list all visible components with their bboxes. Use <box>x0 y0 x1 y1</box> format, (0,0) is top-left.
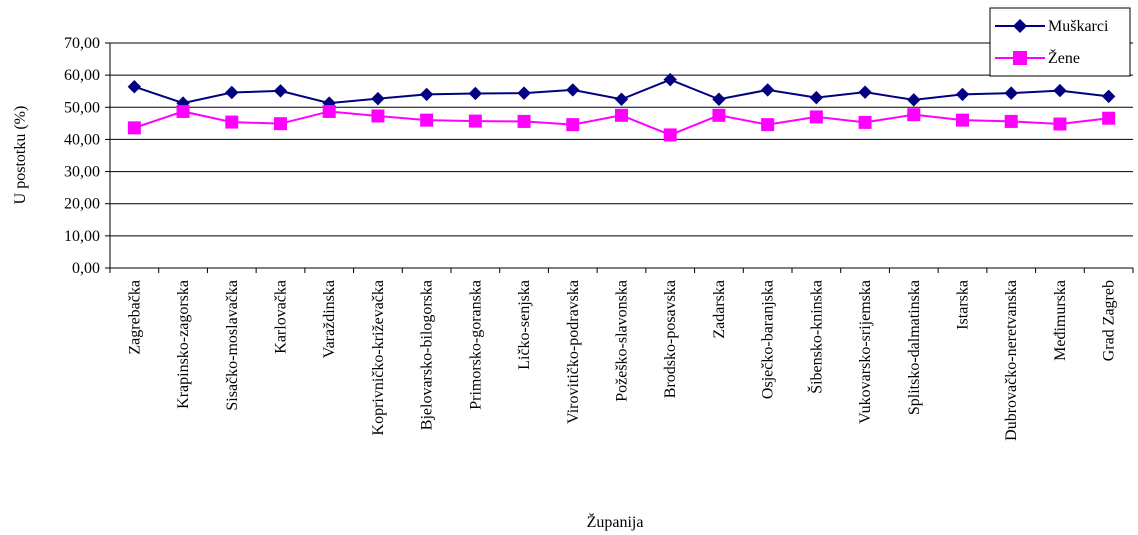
x-tick-label: Osječko-baranjska <box>760 280 777 399</box>
x-tick-label: Brodsko-posavska <box>662 280 679 398</box>
data-point <box>1004 114 1018 128</box>
gridlines <box>110 42 1133 237</box>
legend: Muškarci Žene <box>989 7 1131 77</box>
x-tick-label: Karlovačka <box>273 280 290 354</box>
data-point <box>566 83 580 97</box>
data-point <box>760 83 775 97</box>
data-point <box>225 115 239 129</box>
y-axis-title: U postotku (%) <box>12 106 29 205</box>
y-tick-label: 70,00 <box>64 35 100 52</box>
x-tick-label: Požeško-slavonska <box>614 280 631 402</box>
series <box>127 72 1116 142</box>
data-point <box>371 109 385 123</box>
data-point <box>127 121 141 135</box>
x-tick-label: Šibensko-kninska <box>806 280 825 394</box>
legend-label: Muškarci <box>1048 18 1109 35</box>
data-point <box>468 114 482 128</box>
x-tick-label: Grad Zagreb <box>1101 280 1118 361</box>
data-point <box>1053 83 1067 98</box>
data-point <box>809 90 824 105</box>
y-tick-label: 60,00 <box>64 67 100 84</box>
data-point <box>955 87 970 102</box>
x-tick-label: Varaždinska <box>321 280 338 358</box>
data-point <box>858 115 872 129</box>
y-tick-labels: 0,00 10,00 20,00 30,00 40,00 50,00 60,00 70,00 <box>64 35 100 277</box>
y-tick-label: 20,00 <box>64 196 100 213</box>
data-point <box>419 87 434 102</box>
data-point <box>956 113 969 127</box>
data-point <box>907 108 921 122</box>
data-point <box>615 108 628 122</box>
x-tick-label: Zadarska <box>711 280 728 339</box>
x-tick-labels: Zagrebačka Krapinsko-zagorska Sisačko-mosl… <box>126 280 1117 441</box>
x-tick-label: Ličko-senjska <box>516 280 533 370</box>
legend-label: Žene <box>1048 48 1080 67</box>
data-point <box>614 92 629 106</box>
data-point <box>761 118 775 132</box>
data-point <box>420 113 434 127</box>
data-point <box>225 85 239 100</box>
data-point <box>663 128 677 142</box>
data-point <box>809 110 823 124</box>
data-point <box>663 72 677 87</box>
data-point <box>858 85 872 99</box>
data-point <box>1101 89 1116 104</box>
data-point <box>371 91 385 106</box>
data-point <box>907 93 921 107</box>
data-point <box>712 92 726 106</box>
data-point <box>1102 111 1116 125</box>
data-point <box>322 104 336 118</box>
axes <box>105 42 1134 273</box>
x-tick-label: Vukovarsko-srijemska <box>857 280 874 424</box>
data-point <box>127 80 142 94</box>
data-point <box>712 108 726 122</box>
y-tick-label: 0,00 <box>72 260 100 277</box>
y-tick-label: 50,00 <box>64 99 100 116</box>
data-point <box>1053 117 1067 131</box>
x-tick-label: Koprivničko-križevačka <box>370 280 387 435</box>
y-tick-label: 30,00 <box>64 164 100 181</box>
data-point <box>468 86 483 101</box>
series-zene <box>127 104 1116 142</box>
x-tick-label: Zagrebačka <box>126 280 143 355</box>
legend-marker <box>1013 51 1027 65</box>
x-axis-title: Županija <box>587 512 644 531</box>
data-point <box>517 114 531 128</box>
x-tick-label: Bjelovarsko-bilogorska <box>419 280 436 430</box>
x-tick-label: Sisačko-moslavačka <box>224 280 241 411</box>
x-tick-label: Primorsko-goranska <box>467 280 484 410</box>
x-tick-label: Krapinsko-zagorska <box>175 280 192 409</box>
x-tick-label: Dubrovačko-neretvanska <box>1003 280 1020 441</box>
data-point <box>1004 86 1018 100</box>
y-tick-label: 10,00 <box>64 228 100 245</box>
x-tick-label: Virovitičko-podravska <box>565 280 582 424</box>
legend-item: Muškarci <box>995 18 1109 35</box>
legend-item: Žene <box>995 48 1080 67</box>
data-point <box>273 84 288 98</box>
y-tick-label: 40,00 <box>64 131 100 148</box>
x-tick-label: Međimurska <box>1052 280 1069 361</box>
series-muskarci <box>127 72 1116 110</box>
x-tick-label: Istarska <box>955 280 972 330</box>
data-point <box>566 118 580 132</box>
data-point <box>176 104 190 118</box>
x-tick-label: Splitsko-dalmatinska <box>906 280 923 415</box>
data-point <box>274 117 287 131</box>
legend-marker <box>1013 19 1027 33</box>
data-point <box>517 86 531 100</box>
